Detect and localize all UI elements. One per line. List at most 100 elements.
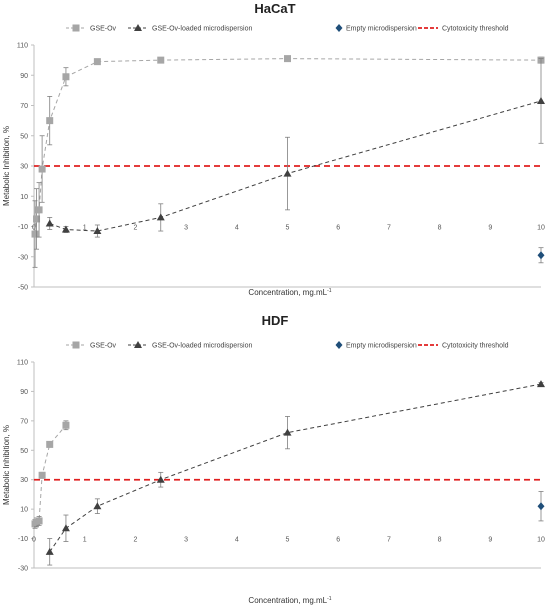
y-tick-label: 70: [20, 418, 28, 425]
data-point: [45, 219, 54, 227]
chart-panel-hdf: HDF GSE-Ov GSE-Ov-loaded microdispersion Em…: [2, 313, 545, 605]
y-tick-label: -50: [18, 285, 28, 292]
x-tick-label: 2: [133, 225, 137, 232]
chart-title: HaCaT: [254, 1, 295, 16]
data-point: [61, 524, 70, 532]
series-triangle: [45, 380, 545, 566]
series-line: [49, 100, 542, 232]
y-tick-label: -10: [18, 224, 28, 231]
legend-marker: [134, 341, 142, 348]
legend-label: Cytotoxicity threshold: [442, 343, 509, 350]
y-tick-label: 110: [17, 43, 28, 50]
data-point: [33, 215, 41, 223]
x-tick-label: 1: [83, 225, 87, 232]
chart-panel-hacat: HaCaT GSE-Ov GSE-Ov-loaded microdispersion…: [2, 1, 545, 297]
data-point: [38, 165, 46, 173]
data-point: [38, 471, 46, 479]
data-point: [537, 502, 545, 511]
legend-label: GSE-Ov-loaded microdispersion: [152, 343, 252, 350]
y-tick-label: 10: [20, 194, 28, 201]
data-point: [156, 213, 165, 221]
data-point: [283, 169, 292, 177]
x-tick-label: 9: [488, 225, 492, 232]
data-point: [537, 96, 545, 104]
y-tick-label: 90: [20, 389, 28, 396]
x-tick-label: 4: [235, 537, 239, 544]
data-point: [45, 547, 54, 555]
series-triangle: [45, 58, 545, 238]
x-axis-label: Concentration, mg.mL-1: [248, 288, 331, 297]
series-square: [31, 420, 70, 529]
x-tick-label: 8: [438, 225, 442, 232]
x-tick-label: 0: [32, 225, 36, 232]
x-axis-label: Concentration, mg.mL-1: [248, 596, 331, 605]
chart-title: HDF: [262, 313, 289, 328]
x-tick-label: 2: [133, 537, 137, 544]
data-point: [35, 517, 43, 525]
x-tick-label: 7: [387, 537, 391, 544]
data-point: [93, 58, 101, 66]
x-axis-label-sup: -1: [327, 596, 332, 602]
data-point: [537, 251, 545, 260]
x-tick-label: 6: [336, 537, 340, 544]
legend-marker: [72, 24, 80, 32]
series-diamond: [537, 491, 545, 522]
y-tick-label: 90: [20, 73, 28, 80]
x-tick-label: 10: [537, 537, 545, 544]
legend-item: Cytotoxicity threshold: [418, 26, 509, 33]
y-tick-label: 50: [20, 133, 28, 140]
data-point: [46, 117, 54, 125]
data-point: [93, 502, 102, 510]
data-point: [283, 428, 292, 436]
y-tick-label: 30: [20, 164, 28, 171]
data-point: [537, 380, 545, 388]
data-point: [62, 73, 70, 81]
x-tick-label: 5: [286, 537, 290, 544]
legend-marker: [72, 341, 80, 349]
data-point: [35, 206, 43, 214]
series-square: [31, 55, 545, 268]
y-tick-label: -30: [18, 254, 28, 261]
legend-marker: [134, 24, 142, 31]
legend-item: GSE-Ov-loaded microdispersion: [128, 341, 252, 350]
legend-item: Empty microdispersion: [335, 341, 417, 350]
data-point: [284, 55, 291, 63]
x-tick-label: 0: [32, 537, 36, 544]
x-tick-label: 3: [184, 537, 188, 544]
y-axis-label: Metabolic Inhibition, %: [2, 425, 11, 505]
legend-label: Empty microdispersion: [346, 343, 417, 350]
series-line: [34, 58, 542, 235]
x-axis-label-text: Concentration, mg.mL: [248, 596, 327, 605]
legend-item: GSE-Ov-loaded microdispersion: [128, 24, 252, 33]
data-point: [93, 227, 102, 235]
x-axis-label-sup: -1: [327, 288, 332, 294]
legend-marker: [335, 341, 343, 349]
y-axis-label: Metabolic Inhibition, %: [2, 126, 11, 206]
legend-label: GSE-Ov: [90, 343, 117, 350]
legend-item: Empty microdispersion: [335, 24, 417, 33]
data-point: [156, 475, 165, 483]
x-tick-label: 1: [83, 537, 87, 544]
legend-label: GSE-Ov: [90, 26, 117, 33]
legend-item: GSE-Ov: [66, 24, 117, 33]
x-tick-label: 6: [336, 225, 340, 232]
x-tick-label: 5: [286, 225, 290, 232]
legend-label: GSE-Ov-loaded microdispersion: [152, 26, 252, 33]
legend-marker: [335, 24, 343, 32]
x-tick-label: 4: [235, 225, 239, 232]
x-tick-label: 3: [184, 225, 188, 232]
series-diamond: [537, 247, 545, 264]
data-point: [46, 440, 54, 448]
legend-label: Empty microdispersion: [346, 26, 417, 33]
series-line: [49, 383, 542, 553]
x-tick-label: 9: [488, 537, 492, 544]
data-point: [62, 421, 70, 429]
x-tick-label: 7: [387, 225, 391, 232]
y-tick-label: 30: [20, 477, 28, 484]
legend-item: GSE-Ov: [66, 341, 117, 350]
y-tick-label: -10: [18, 536, 28, 543]
data-point: [157, 56, 165, 64]
y-tick-label: 70: [20, 103, 28, 110]
